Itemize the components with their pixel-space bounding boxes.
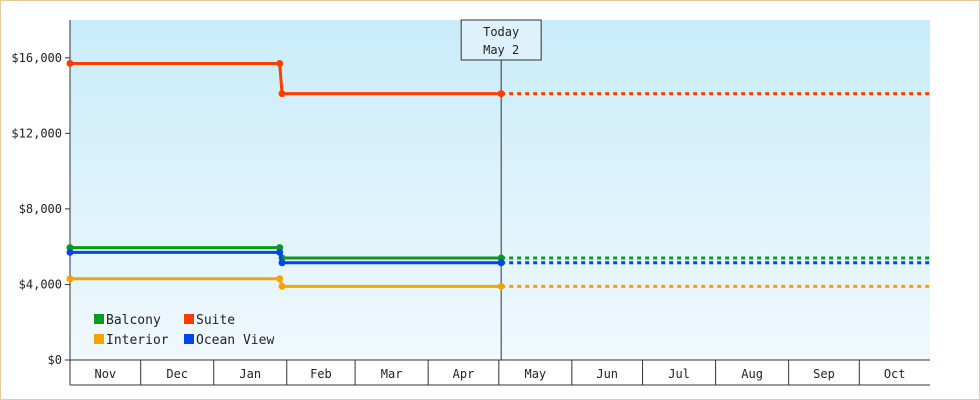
x-month-label: Jan: [239, 367, 261, 381]
series-line-ocean-view: [70, 250, 502, 265]
data-point-interior[interactable]: [66, 275, 74, 283]
x-month-label: Mar: [381, 367, 403, 381]
x-month-label: Nov: [94, 367, 116, 381]
today-box: [460, 19, 542, 61]
legend-label-interior: Interior: [106, 333, 169, 348]
y-tick-label: $12,000: [11, 126, 62, 140]
x-month-label: Dec: [166, 367, 188, 381]
data-point-interior[interactable]: [497, 282, 505, 290]
legend-swatch-suite: [184, 314, 194, 324]
x-month-label: Jun: [596, 367, 618, 381]
data-point-interior[interactable]: [276, 275, 284, 283]
legend-swatch-balcony: [94, 314, 104, 324]
plot-area: [70, 20, 930, 360]
x-month-label: Sep: [813, 367, 835, 381]
legend-swatch-ocean-view: [184, 334, 194, 344]
y-tick-label: $16,000: [11, 51, 62, 65]
x-month-label: Feb: [310, 367, 332, 381]
legend-label-balcony: Balcony: [106, 313, 161, 328]
legend-label-suite: Suite: [196, 313, 235, 328]
data-point-suite[interactable]: [276, 59, 284, 67]
y-tick-label: $0: [48, 353, 62, 367]
data-point-interior[interactable]: [278, 282, 286, 290]
data-point-ocean-view[interactable]: [497, 259, 505, 267]
x-month-label: Jul: [668, 367, 690, 381]
y-tick-label: $8,000: [19, 202, 62, 216]
data-point-suite[interactable]: [278, 90, 286, 98]
today-label: Today: [483, 25, 519, 39]
y-tick-label: $4,000: [19, 277, 62, 291]
legend-swatch-interior: [94, 334, 104, 344]
x-month-label: Apr: [453, 367, 475, 381]
data-point-ocean-view[interactable]: [66, 248, 74, 256]
data-point-suite[interactable]: [497, 90, 505, 98]
data-point-suite[interactable]: [66, 59, 74, 67]
series-line-interior: [70, 277, 502, 288]
data-point-ocean-view[interactable]: [276, 248, 284, 256]
today-date: May 2: [483, 43, 519, 57]
series-line-suite: [70, 61, 502, 96]
x-month-label: Aug: [741, 367, 763, 381]
legend-label-ocean-view: Ocean View: [196, 333, 274, 348]
data-point-ocean-view[interactable]: [278, 259, 286, 267]
x-month-label: May: [524, 367, 546, 381]
x-month-label: Oct: [884, 367, 906, 381]
